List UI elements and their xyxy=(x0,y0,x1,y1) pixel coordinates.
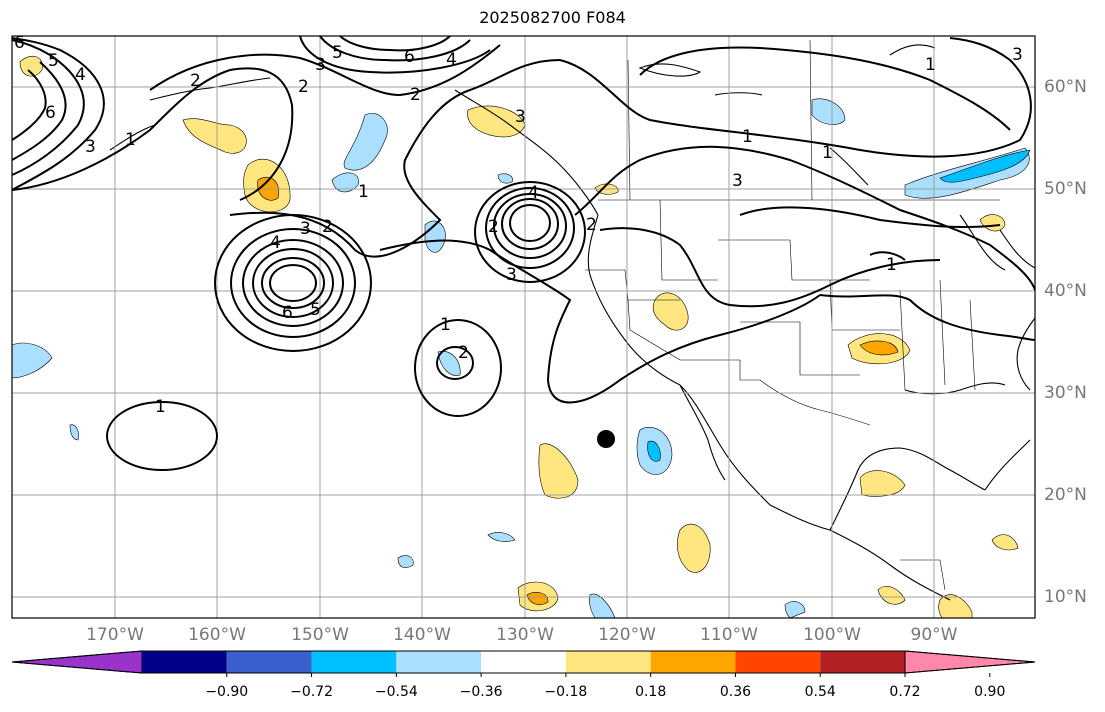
colorbar-tick-label: −0.18 xyxy=(544,684,588,700)
contour-label: 5 xyxy=(332,43,343,63)
colorbar-segment xyxy=(311,651,397,673)
contour-label: 1 xyxy=(125,130,136,150)
colorbar-segment xyxy=(226,651,312,673)
contour-label: 6 xyxy=(404,47,415,67)
contour-label: 6 xyxy=(14,33,25,53)
colorbar-tick-label: −0.90 xyxy=(205,684,249,700)
contour-label: 5 xyxy=(48,51,59,71)
map-title: 2025082700 F084 xyxy=(479,8,626,27)
contour-label: 5 xyxy=(310,300,321,320)
colorbar xyxy=(11,650,1036,677)
contour-label: 2 xyxy=(458,343,469,363)
contour-label: 4 xyxy=(528,183,539,203)
colorbar-tick-label: 0.54 xyxy=(804,684,836,700)
contour-label: 4 xyxy=(75,65,86,85)
contour-label: 3 xyxy=(1012,45,1023,65)
contour-label: 2 xyxy=(190,71,201,91)
contour-label: 3 xyxy=(315,55,326,75)
contour-label: 6 xyxy=(45,103,56,123)
colorbar-tick-label: −0.72 xyxy=(290,684,333,700)
colorbar-segment xyxy=(142,651,227,673)
contour-label: 3 xyxy=(85,137,96,157)
contour-label: 2 xyxy=(410,85,421,105)
contour-label: 6 xyxy=(282,303,293,323)
contour-label: 1 xyxy=(155,397,166,417)
contour-label: 3 xyxy=(732,171,743,191)
colorbar-tick-label: 0.90 xyxy=(974,684,1006,700)
colorbar-segment xyxy=(565,651,651,673)
longitude-label: 110°W xyxy=(700,625,758,645)
contour-label: 2 xyxy=(298,77,309,97)
colorbar-segment xyxy=(11,650,143,674)
contour-labels: 6 5 4 3 2 1 6 5 4 3 2 1 2 1 3 2 1 6 4 2 … xyxy=(14,33,1023,417)
contour-label: 4 xyxy=(446,50,457,70)
colorbar-outline xyxy=(11,650,1036,674)
contour-label: 1 xyxy=(822,143,833,163)
colorbar-tick-label: 0.36 xyxy=(719,684,752,700)
latitude-label: 20°N xyxy=(1044,485,1087,505)
colorbar-segment xyxy=(735,651,821,673)
contour-label: 2 xyxy=(586,215,597,235)
map-frame xyxy=(11,35,1036,619)
colorbar-tick-label: −0.54 xyxy=(374,684,418,700)
contours xyxy=(11,35,1036,471)
contour-label: 4 xyxy=(270,233,281,253)
colorbar-tick-label: 0.72 xyxy=(889,684,921,700)
colorbar-segment xyxy=(820,651,905,673)
contour-label: 2 xyxy=(488,217,499,237)
colorbar-segment xyxy=(396,651,482,673)
contour-label: 1 xyxy=(440,315,451,335)
latitude-label: 60°N xyxy=(1044,77,1087,97)
contour-label: 1 xyxy=(886,255,897,275)
colorbar-tick-label: −0.36 xyxy=(459,684,503,700)
latitude-label: 40°N xyxy=(1044,281,1087,301)
longitude-label: 170°W xyxy=(86,625,144,645)
latitude-label: 30°N xyxy=(1044,383,1087,403)
colorbar-segment xyxy=(904,650,1036,674)
contour-label: 1 xyxy=(358,182,369,202)
longitude-label: 160°W xyxy=(188,625,246,645)
contour-label: 2 xyxy=(322,217,333,237)
contour-label: 3 xyxy=(300,219,311,239)
longitude-label: 100°W xyxy=(803,625,861,645)
latitude-label: 50°N xyxy=(1044,179,1087,199)
contour-label: 3 xyxy=(506,265,517,285)
longitude-label: 90°W xyxy=(910,625,958,645)
storm-center-marker xyxy=(597,430,615,448)
longitude-label: 140°W xyxy=(393,625,451,645)
colorbar-segment xyxy=(481,651,566,673)
contour-label: 1 xyxy=(742,127,753,147)
latitude-label: 10°N xyxy=(1044,587,1087,607)
colorbar-segment xyxy=(650,651,736,673)
longitude-label: 120°W xyxy=(598,625,656,645)
contour-label: 1 xyxy=(925,55,936,75)
contour-label: 3 xyxy=(515,107,526,127)
political-borders xyxy=(585,39,1000,591)
longitude-label: 150°W xyxy=(291,625,349,645)
longitude-label: 130°W xyxy=(496,625,554,645)
colorbar-tick-label: 0.18 xyxy=(635,684,667,700)
